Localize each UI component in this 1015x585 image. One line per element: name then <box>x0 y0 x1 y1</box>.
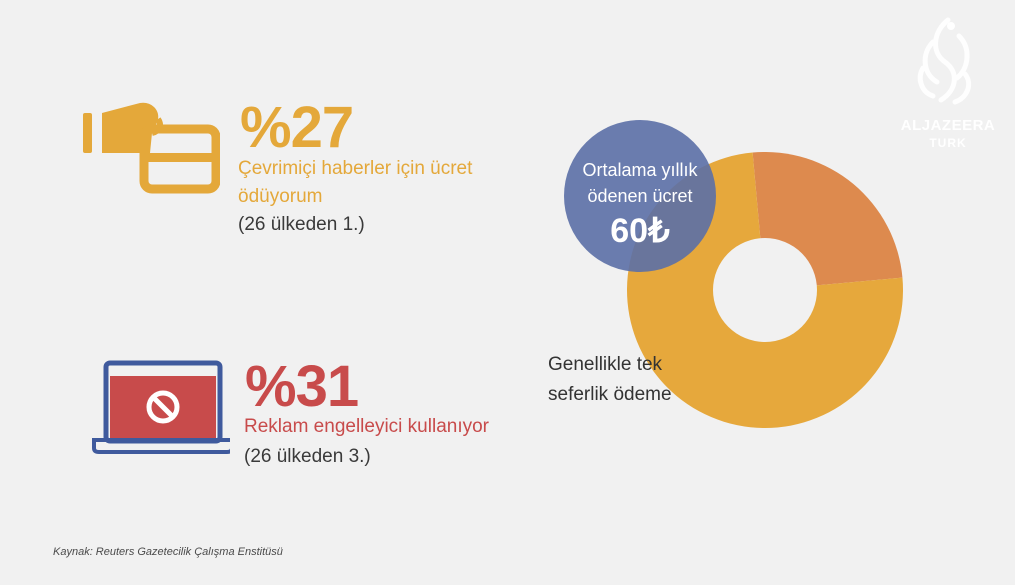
donut-hole <box>713 238 817 342</box>
bubble-line2: ödenen ücret <box>587 186 693 206</box>
logo-brand-text: ALJAZEERA <box>900 117 996 134</box>
aljazeera-logo-icon <box>917 17 972 105</box>
average-fee-bubble-text: Ortalama yıllık ödenen ücret 60₺ <box>566 157 714 253</box>
logo: ALJAZEERA TURK <box>893 12 1003 157</box>
laptop-block-icon <box>92 360 230 454</box>
stat1-description-line2: ödüyorum <box>238 186 323 207</box>
donut-label-line2: seferlik ödeme <box>548 384 672 405</box>
stat1-percent: %27 <box>240 95 354 160</box>
donut-label-line1: Genellikle tek <box>548 354 663 375</box>
hand-card-icon <box>83 102 220 194</box>
bubble-value: 60₺ <box>610 212 670 250</box>
average-fee-bubble <box>564 120 716 272</box>
stat2-description: Reklam engelleyici kullanıyor <box>244 416 489 437</box>
stat2-rank: (26 ülkeden 3.) <box>244 446 371 467</box>
logo-sub-text: TURK <box>929 136 967 150</box>
stat1-description-line1: Çevrimiçi haberler için ücret <box>238 158 473 179</box>
stat2-percent: %31 <box>245 354 359 419</box>
source-note: Kaynak: Reuters Gazetecilik Çalışma Enst… <box>53 546 283 558</box>
bubble-line1: Ortalama yıllık <box>582 160 698 180</box>
stat1-rank: (26 ülkeden 1.) <box>238 214 365 235</box>
